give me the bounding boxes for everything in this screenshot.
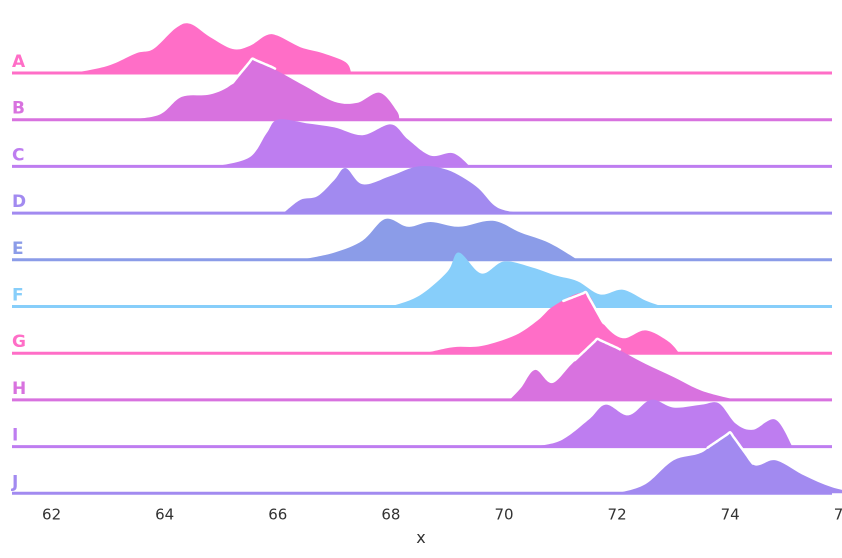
x-tick-label: 68 — [381, 505, 400, 523]
row-label-B: B — [12, 99, 25, 119]
highlight-outline-G — [562, 290, 610, 328]
ridge-row-B: B — [12, 57, 832, 122]
x-tick-label: 64 — [155, 505, 174, 523]
ridge-row-F: F — [12, 252, 832, 308]
ridge-row-A: A — [12, 23, 832, 75]
row-label-F: F — [12, 286, 24, 306]
ridge-row-D: D — [12, 165, 832, 215]
x-tick-label: 74 — [721, 505, 740, 523]
ridge-row-H: H — [12, 337, 832, 402]
density-area-H — [509, 339, 736, 400]
x-axis-title: x — [416, 528, 425, 547]
ridge-row-E: E — [12, 218, 832, 262]
row-label-G: G — [12, 332, 26, 352]
highlight-outline-H — [573, 337, 622, 362]
row-label-H: H — [12, 379, 26, 399]
row-label-I: I — [12, 426, 18, 446]
ridge-row-G: G — [12, 290, 832, 355]
x-tick-label: 66 — [268, 505, 287, 523]
ridgeline-rows: A B C D E F G H I J — [11, 23, 842, 495]
density-area-G — [424, 292, 680, 354]
x-tick-label: 62 — [42, 505, 61, 523]
density-area-I — [532, 399, 793, 447]
x-axis: 62 64 66 68 70 72 74 76 — [42, 505, 842, 523]
row-label-J: J — [11, 472, 18, 492]
highlight-outline-B — [228, 57, 277, 86]
density-area-E — [300, 218, 578, 260]
row-label-A: A — [12, 52, 26, 72]
row-label-E: E — [12, 239, 24, 259]
ridge-row-C: C — [12, 119, 832, 168]
x-tick-label: 70 — [494, 505, 513, 523]
density-area-J — [617, 433, 842, 494]
row-label-D: D — [12, 192, 26, 212]
x-tick-label: 72 — [608, 505, 627, 523]
density-area-D — [283, 165, 521, 214]
x-tick-label: 76 — [834, 505, 842, 523]
highlight-outline-J — [706, 431, 755, 465]
density-area-F — [390, 252, 663, 307]
density-area-C — [215, 119, 471, 167]
ridge-row-J: J — [11, 431, 842, 495]
density-area-A — [74, 23, 352, 74]
density-area-B — [125, 59, 400, 120]
row-label-C: C — [12, 145, 24, 165]
ridge-row-I: I — [12, 399, 832, 449]
